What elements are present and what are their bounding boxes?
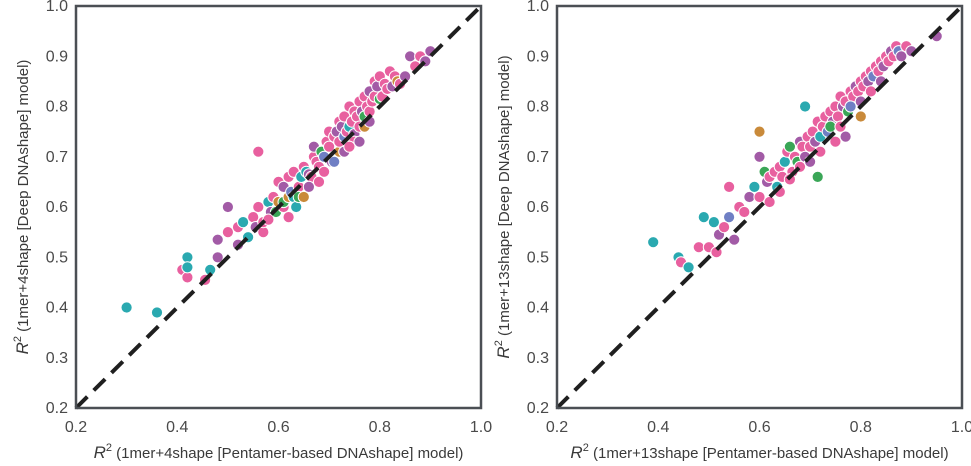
scatter-panel-left: 0.2 0.4 0.6 0.8 1.0 0.2 0.3 0.4 0.5 0.6 0.7 0.8 0.9 1… bbox=[12, 0, 492, 462]
x-tick-label: 0.6 bbox=[267, 419, 289, 436]
y-tick-label: 0.6 bbox=[46, 199, 68, 216]
data-point bbox=[211, 233, 224, 246]
x-axis-label: R2 (1mer+4shape [Pentamer-based DNAshape… bbox=[94, 442, 464, 462]
identity-line bbox=[555, 4, 964, 410]
data-point bbox=[718, 221, 731, 234]
data-point bbox=[824, 120, 837, 133]
data-point bbox=[290, 200, 303, 214]
scatter-panel-right: 0.2 0.4 0.6 0.8 1.0 0.2 0.3 0.4 0.5 0.6 0.7 0.8 0.9 1… bbox=[493, 0, 971, 462]
data-point bbox=[783, 140, 797, 153]
y-tick-label: 0.7 bbox=[527, 149, 549, 166]
data-point bbox=[682, 261, 695, 274]
data-point bbox=[799, 100, 812, 113]
data-point bbox=[778, 155, 791, 168]
data-point bbox=[237, 216, 250, 229]
data-point bbox=[150, 306, 164, 319]
plot-frame bbox=[74, 4, 483, 410]
y-tick-label: 0.8 bbox=[527, 99, 549, 116]
y-axis-label: R2 (1mer+4shape [Deep DNAshape] model) bbox=[12, 60, 32, 355]
data-point bbox=[647, 236, 660, 249]
data-point bbox=[302, 180, 315, 193]
y-tick-label: 0.8 bbox=[46, 99, 68, 116]
y-axis-label: R2 (1mer+13shape [Deep DNAshape] model) bbox=[493, 55, 513, 358]
data-point bbox=[328, 155, 341, 168]
data-point bbox=[181, 271, 194, 284]
y-tick-label: 0.3 bbox=[46, 350, 68, 367]
data-point bbox=[723, 211, 736, 224]
y-tick-label: 0.2 bbox=[46, 400, 68, 417]
data-point bbox=[282, 211, 295, 224]
data-point bbox=[839, 130, 852, 143]
y-tick-label: 0.4 bbox=[527, 300, 549, 317]
data-point bbox=[211, 251, 224, 264]
y-tick-label: 0.7 bbox=[46, 149, 68, 166]
y-tick-label: 0.5 bbox=[527, 249, 549, 266]
data-point bbox=[831, 110, 845, 123]
data-point bbox=[811, 170, 824, 183]
x-tick-label: 0.4 bbox=[647, 419, 669, 436]
data-point bbox=[753, 125, 766, 138]
y-tick-label: 1.0 bbox=[46, 0, 68, 15]
x-tick-label: 0.2 bbox=[65, 419, 87, 436]
data-point bbox=[707, 216, 721, 229]
data-point bbox=[353, 135, 366, 148]
data-point bbox=[748, 180, 761, 193]
data-point bbox=[738, 205, 751, 219]
points bbox=[120, 45, 437, 319]
y-tick-label: 0.6 bbox=[527, 199, 549, 216]
data-point bbox=[692, 241, 705, 254]
data-point bbox=[252, 145, 265, 158]
x-tick-label: 1.0 bbox=[470, 419, 492, 436]
y-tick-label: 0.9 bbox=[46, 48, 68, 65]
y-tick-label: 0.2 bbox=[527, 400, 549, 417]
data-point bbox=[221, 226, 234, 239]
data-point bbox=[743, 190, 756, 204]
data-point bbox=[343, 140, 356, 153]
data-point bbox=[753, 150, 766, 163]
x-tick-label: 0.8 bbox=[369, 419, 391, 436]
data-point bbox=[723, 180, 736, 193]
data-point bbox=[829, 135, 842, 148]
data-point bbox=[297, 190, 310, 204]
data-point bbox=[753, 190, 766, 204]
y-tick-label: 1.0 bbox=[527, 0, 549, 15]
data-point bbox=[728, 233, 741, 246]
data-point bbox=[312, 175, 326, 188]
data-point bbox=[854, 110, 867, 123]
x-tick-label: 0.2 bbox=[546, 419, 568, 436]
data-point bbox=[221, 200, 234, 214]
x-tick-label: 0.4 bbox=[166, 419, 188, 436]
x-tick-label: 0.8 bbox=[850, 419, 872, 436]
data-point bbox=[404, 50, 417, 63]
data-point bbox=[181, 261, 194, 274]
data-point bbox=[697, 211, 710, 224]
x-tick-label: 1.0 bbox=[951, 419, 971, 436]
data-point bbox=[247, 211, 260, 224]
data-point bbox=[763, 195, 776, 209]
data-point bbox=[323, 140, 336, 153]
x-axis-label: R2 (1mer+13shape [Pentamer-based DNAshap… bbox=[570, 442, 948, 462]
y-tick-label: 0.3 bbox=[527, 350, 549, 367]
y-tick-label: 0.5 bbox=[46, 249, 68, 266]
y-tick-label: 0.9 bbox=[527, 48, 549, 65]
y-tick-label: 0.4 bbox=[46, 300, 68, 317]
data-point bbox=[895, 50, 908, 63]
data-point bbox=[252, 200, 265, 214]
data-point bbox=[844, 100, 857, 113]
data-point bbox=[120, 301, 133, 314]
x-tick-label: 0.6 bbox=[748, 419, 770, 436]
data-point bbox=[864, 85, 878, 98]
plot-frame bbox=[555, 4, 964, 410]
data-point bbox=[318, 165, 331, 178]
identity-line bbox=[74, 4, 483, 410]
